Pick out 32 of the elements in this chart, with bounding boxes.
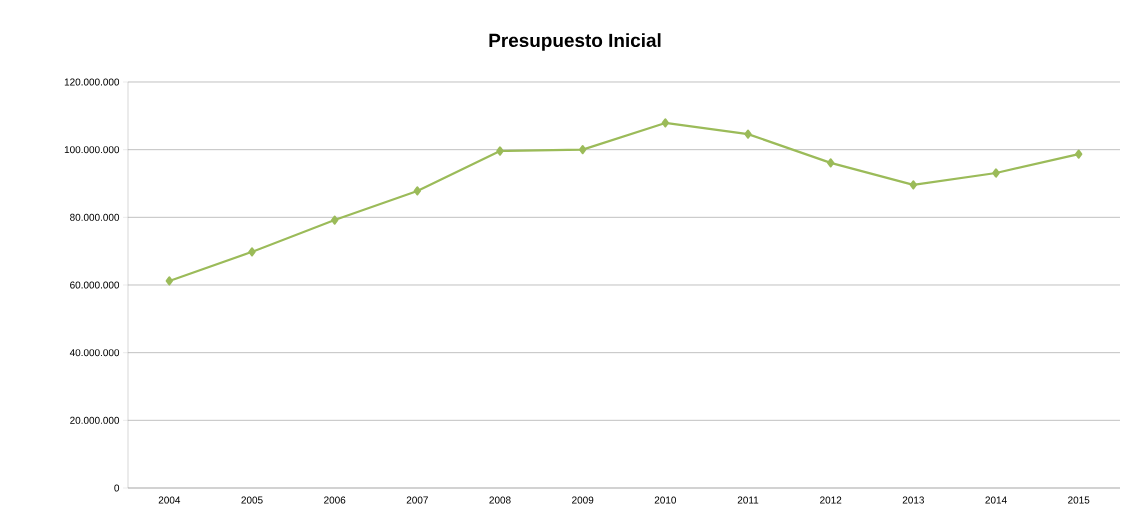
point — [248, 247, 256, 257]
point — [330, 215, 339, 225]
x-tick-label: 2005 — [241, 496, 263, 504]
x-tick-label: 2008 — [489, 496, 511, 504]
point — [992, 168, 1000, 178]
x-tick-label: 2015 — [1068, 496, 1090, 504]
x-tick-label: 2006 — [324, 496, 346, 504]
point — [909, 180, 918, 190]
x-tick-label: 2004 — [158, 496, 181, 504]
point — [1074, 149, 1083, 159]
y-tick-label: 100.000.000 — [64, 146, 120, 154]
y-tick-label: 0 — [114, 484, 120, 492]
chart-title: Presupuesto Inicial — [489, 33, 661, 51]
point — [661, 118, 670, 128]
x-tick-label: 2012 — [820, 496, 842, 504]
point — [744, 129, 752, 139]
point — [826, 158, 835, 168]
x-tick-label: 2014 — [985, 496, 1007, 504]
y-tick-label: 80.000.000 — [70, 213, 120, 221]
y-tick-label: 120.000.000 — [64, 78, 120, 86]
point — [165, 276, 174, 286]
x-tick-label: 2009 — [572, 496, 594, 504]
x-tick-label: 2010 — [654, 496, 677, 504]
y-tick-label: 20.000.000 — [70, 416, 120, 424]
point — [578, 145, 587, 155]
x-tick-label: 2011 — [737, 496, 759, 504]
point — [496, 146, 504, 156]
x-tick-label: 2013 — [902, 496, 924, 504]
x-tick-label: 2007 — [406, 496, 428, 504]
y-tick-label: 40.000.000 — [69, 349, 120, 357]
point — [413, 186, 422, 196]
y-tick-label: 60.000.000 — [70, 281, 120, 289]
